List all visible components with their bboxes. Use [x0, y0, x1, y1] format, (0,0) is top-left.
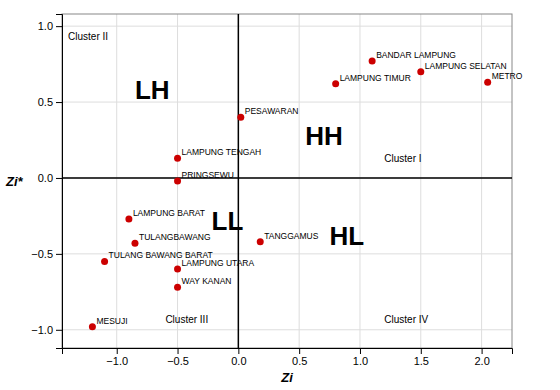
point	[174, 178, 181, 185]
point-label: WAY KANAN	[182, 276, 232, 286]
tick: 1.5	[414, 348, 429, 367]
grid-line	[62, 102, 512, 103]
quadrant-label: HL	[330, 221, 365, 251]
cluster-label: Cluster IV	[384, 314, 428, 325]
tick-mark	[56, 102, 62, 103]
grid-line	[116, 14, 117, 348]
cluster-label: Cluster I	[384, 153, 421, 164]
tick-label: 1.0	[38, 20, 53, 32]
tick: 1.0	[38, 20, 62, 32]
point	[101, 258, 108, 265]
tick-label: 0.0	[38, 172, 53, 184]
tick-mark	[56, 178, 62, 179]
marks	[62, 14, 512, 348]
tick: 1.0	[353, 348, 368, 367]
tick: 2.0	[474, 348, 489, 367]
x-axis-title: Zi	[280, 370, 293, 385]
grid-line	[238, 14, 239, 348]
point-label: PESAWARAN	[245, 106, 299, 116]
reference-line	[238, 14, 240, 348]
tick-mark	[238, 348, 239, 354]
tick-label: −0.5	[167, 355, 189, 367]
background	[0, 0, 560, 390]
tick-mark	[421, 348, 422, 354]
point-label: LAMPUNG TIMUR	[340, 73, 411, 83]
tick-label: 0.5	[292, 355, 307, 367]
labels: BANDAR LAMPUNGLAMPUNG TIMURMETROLAMPUNG …	[68, 31, 523, 325]
point-label: BANDAR LAMPUNG	[376, 50, 456, 60]
point-label: TULANGBAWANG	[139, 232, 211, 242]
tick-mark	[56, 26, 62, 27]
plot: −1.0 −0.5 0.0 0.5 1.0 1.5 2.0 −1.0 −0.5 0.0 0.5 1.0…	[31, 14, 522, 367]
tick-mark	[56, 330, 62, 331]
quadrant-label: LL	[212, 206, 244, 236]
point	[174, 155, 181, 162]
tick-mark	[360, 348, 361, 354]
tick: 0.5	[38, 96, 62, 108]
tick: −1.0	[31, 324, 62, 336]
point-label: LAMPUNG UTARA	[182, 258, 255, 268]
grid-line	[62, 26, 512, 27]
tick: 0.0	[38, 172, 62, 184]
point-label: TANGGAMUS	[264, 231, 318, 241]
y-axis-title: Zi*	[5, 174, 24, 189]
point-label: LAMPUNG BARAT	[133, 208, 205, 218]
tick: −0.5	[31, 248, 62, 260]
point-label: METRO	[492, 71, 523, 81]
point-label: LAMPUNG SELATAN	[425, 61, 507, 71]
tick-label: 2.0	[474, 355, 489, 367]
point	[417, 68, 424, 75]
tick-label: 1.0	[353, 355, 368, 367]
grid-line	[62, 329, 512, 330]
grid-line	[420, 14, 421, 348]
point-label: LAMPUNG TENGAH	[182, 147, 262, 157]
point	[237, 114, 244, 121]
tick-mark	[56, 254, 62, 255]
tick-label: −1.0	[106, 355, 128, 367]
quadrant-label: LH	[135, 75, 170, 105]
point	[257, 238, 264, 245]
point	[174, 266, 181, 273]
tick: 0.5	[292, 348, 307, 367]
tick: 0.0	[231, 348, 246, 367]
grid-line	[299, 14, 300, 348]
point	[125, 215, 132, 222]
plot-frame	[62, 14, 512, 348]
tick-label: 0.5	[38, 96, 53, 108]
point-label: PRINGSEWU	[182, 170, 234, 180]
tick-mark	[117, 348, 118, 354]
y-axis: −1.0 −0.5 0.0 0.5 1.0	[31, 15, 62, 349]
point	[484, 79, 491, 86]
grid	[62, 14, 512, 348]
x-axis: −1.0 −0.5 0.0 0.5 1.0 1.5 2.0	[63, 348, 513, 367]
point	[89, 323, 96, 330]
axis-line	[56, 15, 63, 349]
point-label: MESUJI	[96, 316, 127, 326]
grid-line	[359, 14, 360, 348]
axis-line	[63, 349, 513, 355]
point	[174, 284, 181, 291]
tick-mark	[482, 348, 483, 354]
chart: −1.0 −0.5 0.0 0.5 1.0 1.5 2.0 −1.0 −0.5 0.0 0.5 1.0…	[0, 0, 560, 390]
cluster-label: Cluster II	[68, 31, 108, 42]
tick-mark	[299, 348, 300, 354]
tick-label: 0.0	[231, 355, 246, 367]
tick-label: 1.5	[414, 355, 429, 367]
tick: −1.0	[106, 348, 128, 367]
quadrant-label: HH	[305, 121, 343, 151]
point	[369, 58, 376, 65]
grid-line	[62, 177, 512, 178]
point	[332, 80, 339, 87]
tick-label: −0.5	[31, 248, 53, 260]
tick-label: −1.0	[31, 324, 53, 336]
tick-mark	[178, 348, 179, 354]
reference-line	[62, 177, 512, 179]
point	[131, 240, 138, 247]
cluster-label: Cluster III	[165, 314, 208, 325]
tick: −0.5	[167, 348, 189, 367]
